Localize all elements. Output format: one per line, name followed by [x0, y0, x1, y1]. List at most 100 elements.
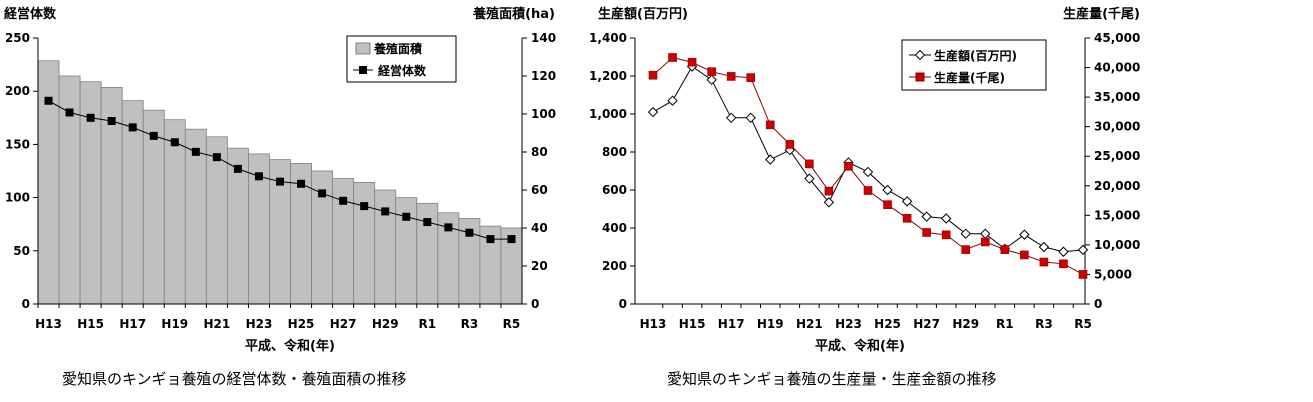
chart2-legend-box: [901, 39, 1047, 91]
chart2-quantity-point-H25: [883, 200, 892, 209]
chart2-x-tick-label: R1: [996, 317, 1014, 331]
chart1-bar-H28: [353, 181, 376, 305]
chart1-left-axis-title: 経営体数: [4, 6, 57, 22]
chart1-legend-marker-count: [359, 66, 367, 74]
chart2-x-tick-label: H25: [874, 317, 901, 331]
chart2-right-tick-label: 15,000: [1094, 208, 1140, 222]
chart2-right-tick-label: 30,000: [1094, 120, 1140, 134]
chart1-point-H13: [44, 96, 53, 105]
chart2-quantity-point-H21: [805, 159, 814, 169]
chart1-left-tick-label: 100: [5, 191, 30, 205]
chart1-point-H15: [86, 113, 95, 122]
chart1-point-H19: [170, 138, 179, 147]
chart2-quantity-point-H28: [941, 230, 951, 240]
chart2-legend-marker-quantity: [915, 72, 925, 82]
chart2-x-tick-label: R3: [1035, 317, 1053, 331]
chart2-right-tick-label: 35,000: [1094, 90, 1140, 104]
chart1-point-H24: [276, 177, 284, 186]
chart1-left-tick-label: 150: [5, 137, 30, 151]
chart2-x-tick-label: H19: [757, 317, 784, 331]
chart2-right-tick-label: 0: [1094, 297, 1102, 311]
chart1-point-R2: [444, 223, 453, 232]
chart2-x-tick-label: H29: [952, 317, 979, 331]
chart1-x-tick-label: H29: [372, 317, 399, 331]
chart1-point-H14: [65, 108, 74, 117]
chart2-x-tick-label: R5: [1074, 317, 1092, 331]
chart1-legend-swatch-area: [355, 42, 371, 55]
chart1-left-tick-label: 0: [22, 297, 30, 311]
chart2-left-tick-label: 400: [602, 221, 627, 235]
chart2-value-point-R5: [1077, 244, 1089, 256]
chart1-x-tick-label: H13: [35, 317, 62, 331]
chart1-caption: 愛知県のキンギョ養殖の経営体数・養殖面積の推移: [62, 370, 407, 388]
chart2-x-tick-label: H15: [679, 317, 706, 331]
chart2-x-tick-label: H17: [718, 317, 745, 331]
chart2-value-point-H28: [940, 213, 952, 224]
chart1-left-tick-label: 50: [13, 244, 30, 258]
chart2-right-tick-label: 40,000: [1094, 61, 1140, 75]
chart1-right-tick-label: 20: [531, 259, 548, 273]
chart2-left-tick-label: 1,000: [589, 107, 627, 121]
chart2-quantity-point-H18: [746, 73, 756, 82]
chart1-point-R4: [486, 235, 495, 244]
chart2-quantity-point-H15: [687, 57, 697, 67]
chart2-value-point-H19: [765, 154, 776, 165]
chart1-point-R1: [423, 218, 432, 227]
chart1-right-axis-title: 養殖面積(ha): [472, 6, 555, 22]
chart2-value-point-H25: [882, 184, 893, 196]
chart2-left-tick-label: 200: [602, 259, 627, 273]
chart1-point-H16: [107, 116, 116, 125]
chart1-x-tick-label: H23: [246, 317, 273, 331]
chart2-value-point-H14: [667, 95, 678, 106]
chart2-quantity-point-H24: [863, 186, 873, 195]
chart1-left-tick-label: 250: [5, 31, 30, 45]
chart2-right-tick-label: 20,000: [1094, 179, 1140, 193]
chart2-value-point-H30: [980, 228, 991, 239]
chart1-point-H17: [128, 123, 137, 132]
chart2-quantity-point-H23: [844, 161, 853, 171]
chart2-legend-label-value: 生産額(百万円): [934, 48, 1017, 63]
chart2-right-tick-label: 10,000: [1094, 238, 1140, 252]
chart2-quantity-point-H16: [707, 67, 716, 76]
chart1-x-axis-title: 平成、令和(年): [245, 338, 335, 354]
chart1-point-R5: [507, 235, 516, 244]
chart2-value-point-H16: [706, 74, 717, 86]
chart2-x-tick-label: H21: [796, 317, 823, 331]
chart1-point-H21: [212, 153, 221, 162]
chart2-left-tick-label: 600: [602, 183, 627, 197]
chart2-value-point-H17: [725, 112, 737, 124]
chart2-left-axis-title: 生産額(百万円): [598, 6, 688, 22]
chart1-x-tick-label: H19: [161, 317, 188, 331]
chart1-left-tick-label: 200: [5, 84, 30, 98]
chart1-x-tick-label: H15: [77, 317, 104, 331]
chart1-right-tick-label: 60: [531, 183, 548, 197]
chart2-left-tick-label: 1,400: [589, 31, 627, 45]
chart1-point-R3: [465, 228, 474, 237]
chart1-right-tick-label: 0: [531, 297, 539, 311]
chart1-right-tick-label: 40: [531, 221, 548, 235]
chart2-quantity-point-H17: [726, 72, 736, 81]
chart1-point-H25: [297, 179, 306, 188]
chart1-x-tick-label: R3: [461, 317, 479, 331]
chart2-caption: 愛知県のキンギョ養殖の生産量・生産金額の推移: [667, 370, 997, 388]
chart2-right-tick-label: 45,000: [1094, 31, 1140, 45]
chart2-x-tick-label: H23: [835, 317, 862, 331]
chart2-quantity-point-H26: [902, 213, 912, 223]
chart1-point-H20: [191, 147, 200, 156]
chart2-x-tick-label: H13: [640, 317, 667, 331]
chart1-right-tick-label: 120: [531, 69, 556, 83]
chart2-right-tick-label: 5,000: [1094, 267, 1132, 281]
chart2-value-point-H29: [960, 228, 971, 239]
chart2-quantity-point-R1: [1000, 245, 1010, 254]
chart1-x-tick-label: H25: [288, 317, 315, 331]
chart1-legend-label-area: 養殖面積: [373, 41, 423, 56]
chart1-point-H28: [360, 202, 369, 211]
chart2-quantity-point-H30: [980, 237, 990, 247]
chart2-value-point-R3: [1038, 241, 1050, 253]
chart2-value-point-H13: [647, 106, 659, 118]
chart1-right-tick-label: 80: [531, 145, 548, 159]
chart1-point-H23: [254, 172, 263, 181]
chart2-quantity-point-R5: [1078, 270, 1088, 279]
chart2-legend-label-quantity: 生産量(千尾): [934, 70, 1005, 85]
chart2-quantity-point-H14: [668, 53, 677, 62]
